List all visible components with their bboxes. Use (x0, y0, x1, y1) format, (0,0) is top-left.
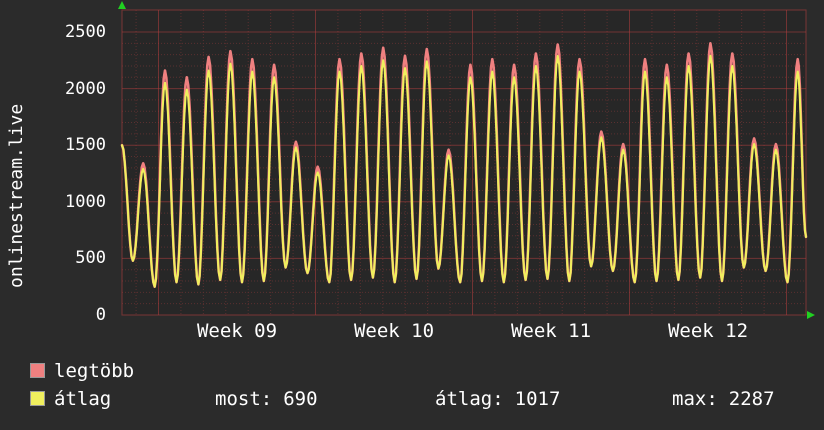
stat-atlag-value: 1017 (514, 388, 561, 410)
y-tick-0: 0 (95, 305, 106, 325)
stat-most-label: most: (215, 388, 273, 410)
stat-most-value: 690 (283, 388, 318, 410)
line-chart (118, 1, 815, 319)
y-axis-arrow-icon (118, 1, 126, 9)
stat-max-label: max: (672, 388, 718, 410)
stat-atlag: átlag: 1017 (435, 388, 560, 410)
legend-label-legtobb: legtöbb (54, 360, 135, 382)
x-tick-week-10: Week 10 (353, 320, 435, 342)
stat-max: max: 2287 (672, 388, 775, 410)
x-tick-week-11: Week 11 (510, 320, 592, 342)
y-tick-500: 500 (75, 248, 106, 268)
y-tick-2000: 2000 (65, 79, 106, 99)
x-tick-week-12: Week 12 (667, 320, 749, 342)
stat-atlag-label: átlag: (435, 388, 504, 410)
x-axis-arrow-icon (807, 311, 815, 319)
y-tick-1000: 1000 (65, 192, 106, 212)
y-tick-1500: 1500 (65, 135, 106, 155)
stat-max-value: 2287 (728, 388, 775, 410)
series-atlag-line (120, 54, 808, 288)
stat-most: most: 690 (215, 388, 318, 410)
plot-border (121, 9, 807, 316)
legend-label-atlag: átlag (54, 388, 112, 410)
legend-swatch-legtobb (30, 363, 45, 378)
y-tick-2500: 2500 (65, 22, 106, 42)
legend-swatch-atlag (30, 391, 45, 406)
x-tick-week-09: Week 09 (196, 320, 278, 342)
